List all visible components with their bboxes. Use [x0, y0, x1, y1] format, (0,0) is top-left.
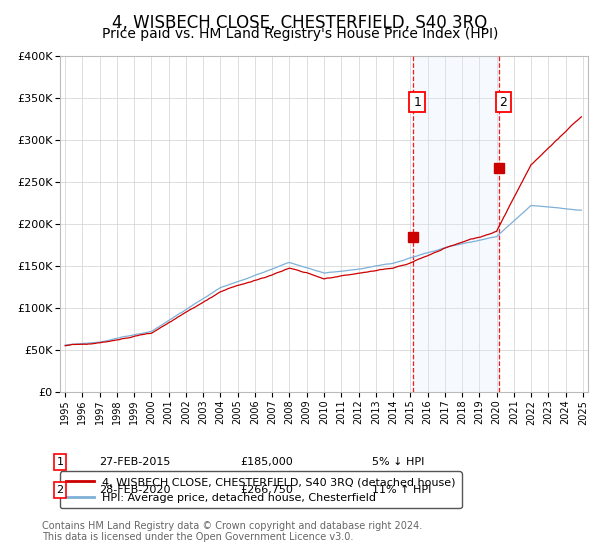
- Text: Price paid vs. HM Land Registry's House Price Index (HPI): Price paid vs. HM Land Registry's House …: [102, 27, 498, 41]
- Text: 27-FEB-2015: 27-FEB-2015: [99, 457, 170, 467]
- Text: Contains HM Land Registry data © Crown copyright and database right 2024.
This d: Contains HM Land Registry data © Crown c…: [42, 521, 422, 543]
- Text: 1: 1: [56, 457, 64, 467]
- Legend: 4, WISBECH CLOSE, CHESTERFIELD, S40 3RQ (detached house), HPI: Average price, de: 4, WISBECH CLOSE, CHESTERFIELD, S40 3RQ …: [60, 472, 461, 508]
- Text: 28-FEB-2020: 28-FEB-2020: [99, 485, 170, 495]
- Text: 1: 1: [413, 96, 421, 109]
- Text: 11% ↑ HPI: 11% ↑ HPI: [372, 485, 431, 495]
- Text: 2: 2: [500, 96, 508, 109]
- Bar: [413, 56, 499, 392]
- Text: £185,000: £185,000: [240, 457, 293, 467]
- Text: £266,750: £266,750: [240, 485, 293, 495]
- Text: 4, WISBECH CLOSE, CHESTERFIELD, S40 3RQ: 4, WISBECH CLOSE, CHESTERFIELD, S40 3RQ: [112, 14, 488, 32]
- Text: 2: 2: [56, 485, 64, 495]
- Text: 5% ↓ HPI: 5% ↓ HPI: [372, 457, 424, 467]
